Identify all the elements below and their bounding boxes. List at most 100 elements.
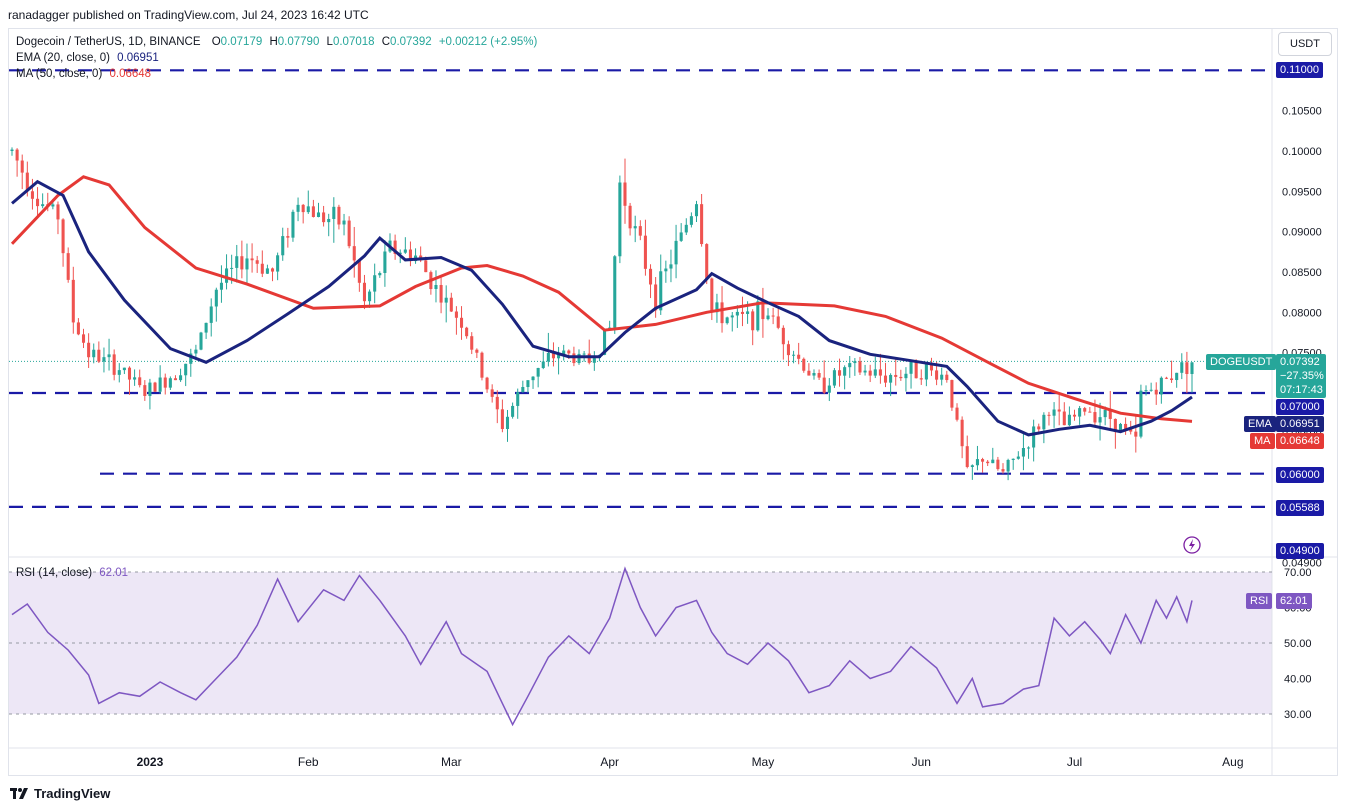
candle-body (613, 256, 617, 328)
candle-body (669, 264, 673, 269)
candle-body (117, 370, 121, 375)
candle-body (664, 268, 668, 272)
candle-body (439, 285, 443, 303)
candle-body (648, 268, 653, 285)
candle-body (1144, 390, 1148, 392)
candle-body (225, 268, 229, 283)
candle-body (322, 212, 326, 223)
candle-body (735, 311, 739, 316)
candle-body (689, 216, 693, 225)
candle-body (194, 349, 198, 354)
candle-body (848, 363, 852, 368)
candle-body (189, 353, 193, 364)
candle-body (352, 246, 356, 261)
candle-body (551, 352, 556, 359)
candle-body (1021, 448, 1025, 457)
candle-body (1139, 390, 1143, 437)
candle-body (899, 376, 903, 379)
level-tag-0110: 0.11000 (1276, 62, 1323, 78)
candle-body (766, 315, 770, 320)
candle-body (694, 204, 699, 217)
candle-body (97, 349, 101, 362)
candle-body (827, 385, 831, 393)
candle-body (495, 396, 499, 410)
candle-body (1149, 389, 1153, 391)
candle-body (889, 374, 893, 383)
rsi-tick-label: 40.00 (1284, 674, 1312, 686)
candle-body (347, 220, 351, 247)
candle-body (986, 461, 990, 464)
candle-body (1113, 418, 1117, 433)
tradingview-footer[interactable]: TradingView (10, 786, 110, 801)
candle-body (1159, 377, 1163, 395)
candle-body (1083, 408, 1087, 412)
candles-group (10, 147, 1194, 481)
candle-body (1037, 426, 1041, 430)
time-axis-label: Feb (298, 755, 319, 769)
current-price-change: −27.35% (1280, 370, 1324, 382)
candle-body (541, 361, 545, 368)
ohlc-h-label: H (269, 36, 278, 48)
rsi-axis-value: 62.01 (1276, 593, 1312, 609)
candle-body (245, 258, 249, 270)
candle-body (868, 370, 872, 376)
candle-body (914, 361, 918, 379)
candle-body (25, 172, 29, 192)
candle-body (179, 375, 183, 381)
candle-body (148, 382, 152, 396)
candle-body (449, 297, 453, 312)
candle-body (281, 236, 285, 256)
candle-body (935, 370, 939, 380)
candle-body (710, 278, 714, 313)
candle-body (1062, 411, 1066, 426)
candle-body (756, 301, 760, 331)
symbol-legend[interactable]: Dogecoin / TetherUS, 1D, BINANCE O0.0717… (16, 36, 537, 48)
candle-body (112, 354, 116, 375)
candle-body (511, 405, 515, 417)
ema-axis-label: EMA (1244, 416, 1276, 432)
time-axis-label: Jun (912, 755, 931, 769)
ma-legend-label: MA (50, close, 0) (16, 68, 103, 80)
candle-body (776, 316, 780, 328)
candle-body (15, 149, 19, 161)
candle-body (904, 373, 908, 379)
candle-body (168, 378, 172, 388)
candle-body (730, 315, 734, 318)
ohlc-l-label: L (326, 36, 333, 48)
ema-legend[interactable]: EMA (20, close, 0) 0.06951 (16, 52, 159, 64)
candle-body (403, 249, 407, 253)
candle-body (505, 416, 510, 430)
candle-body (945, 374, 949, 381)
current-price-value: 0.07392 (1280, 356, 1320, 368)
current-symbol-tag: DOGEUSDT (1206, 354, 1277, 370)
candle-body (316, 212, 321, 217)
candle-body (1057, 409, 1061, 412)
ema-20-line (11, 179, 1193, 437)
candle-body (362, 282, 366, 302)
currency-button[interactable]: USDT (1278, 32, 1332, 56)
rsi-legend[interactable]: RSI (14, close) 62.01 (16, 567, 128, 579)
price-tick-label: 0.08000 (1282, 307, 1322, 319)
candle-body (71, 279, 75, 323)
candle-body (1016, 456, 1020, 459)
candle-body (1047, 414, 1051, 416)
candle-body (924, 363, 928, 380)
time-axis-label: Mar (441, 755, 462, 769)
candle-body (270, 268, 275, 272)
candle-body (822, 377, 826, 393)
time-axis-label: 2023 (137, 755, 164, 769)
price-tick-label: 0.08500 (1282, 267, 1322, 279)
ma-legend[interactable]: MA (50, close, 0) 0.06648 (16, 68, 151, 80)
time-axis-label: Jul (1067, 755, 1082, 769)
candle-body (786, 344, 790, 356)
candle-body (838, 370, 842, 376)
candle-body (127, 367, 132, 380)
candle-body (209, 306, 213, 323)
candle-body (10, 149, 14, 151)
rsi-tick-label: 30.00 (1284, 709, 1312, 721)
current-price-box: 0.07392 −27.35% 07:17:43 (1276, 354, 1326, 398)
candle-body (173, 378, 177, 381)
candle-body (582, 353, 586, 355)
candle-body (1088, 411, 1092, 413)
